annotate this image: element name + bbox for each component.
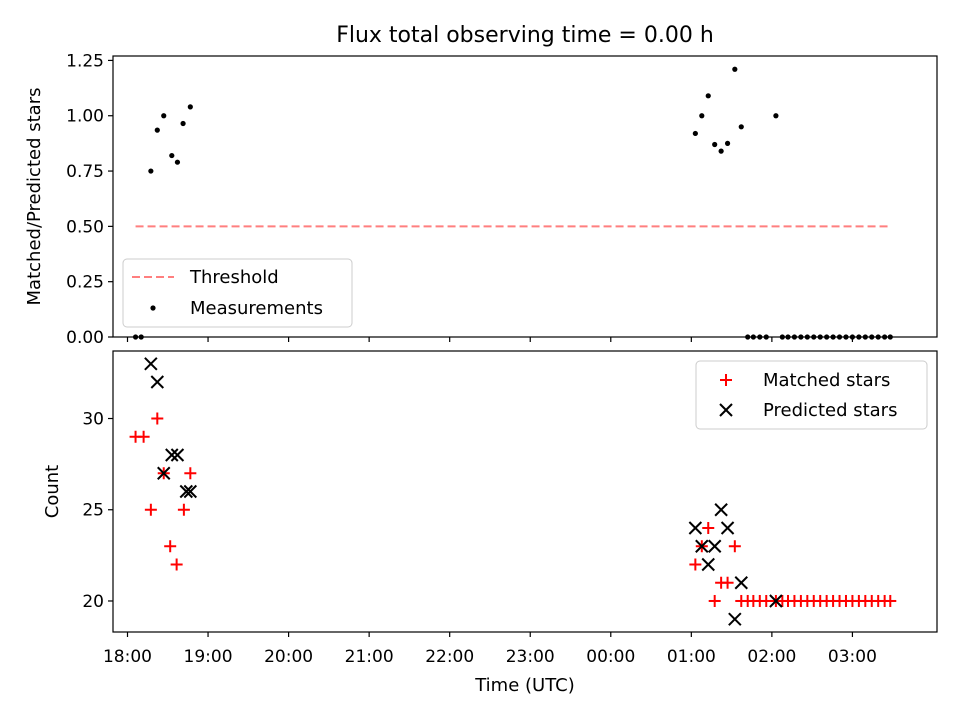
bottom-axes-frame	[112, 350, 938, 633]
bottom-x-axis-label: Time (UTC)	[474, 675, 575, 696]
measurement-point	[692, 130, 698, 137]
bottom-y-ticks: 20 25 30	[82, 410, 113, 612]
measurement-point	[724, 140, 731, 146]
legend-predicted-label: Predicted stars	[763, 400, 897, 421]
figure-title: Flux total observing time = 0.00 h	[336, 23, 714, 48]
legend-measurements-label: Measurements	[190, 298, 323, 319]
legend-matched-label: Matched stars	[763, 370, 890, 391]
measurement-point	[718, 148, 724, 154]
bottom-xtick-label: 02:00	[747, 647, 796, 667]
matched-star-marker	[177, 503, 190, 516]
top-legend: Threshold Measurements	[122, 258, 353, 328]
measurement-point	[732, 66, 738, 72]
predicted-star-marker	[170, 448, 185, 462]
top-ytick-label: 0.25	[66, 273, 104, 293]
bottom-xtick-label: 01:00	[667, 647, 716, 667]
bottom-xtick-label: 03:00	[828, 647, 877, 667]
bottom-x-ticks: 18:00 19:00 20:00 21:00 22:00 23:00 00:00 01:00…	[103, 632, 877, 667]
bottom-xtick-label: 19:00	[184, 647, 233, 667]
predicted-star-marker	[701, 557, 715, 572]
predicted-star-marker	[728, 612, 742, 626]
top-y-ticks: 0.00 0.25 0.50 0.75 1.00 1.25	[66, 51, 113, 348]
top-panel: 0.00 0.25 0.50 0.75 1.00 1.25 Matched/Predict…	[24, 51, 938, 348]
predicted-star-marker	[734, 576, 748, 590]
predicted-star-marker	[150, 375, 165, 389]
top-ytick-label: 0.50	[66, 217, 104, 237]
measurement-point	[174, 159, 181, 165]
legend-threshold-label: Threshold	[189, 267, 279, 288]
measurement-point	[699, 113, 705, 119]
top-ytick-label: 0.75	[66, 162, 104, 182]
predicted-star-marker	[720, 521, 735, 535]
matched-star-marker	[884, 594, 897, 607]
top-x-ticks	[126, 337, 854, 342]
bottom-ytick-label: 25	[82, 501, 104, 521]
measurement-point	[738, 124, 744, 130]
bottom-legend-box	[695, 360, 928, 430]
predicted-star-marker	[769, 594, 783, 608]
top-ytick-label: 1.00	[66, 107, 104, 127]
legend-predicted-swatch	[719, 403, 733, 417]
matched-star-marker	[164, 540, 177, 553]
measurement-point	[180, 120, 186, 127]
top-y-axis-label: Matched/Predicted stars	[24, 88, 45, 306]
top-ytick-label: 1.25	[66, 51, 104, 71]
measurement-point	[169, 152, 175, 159]
measurement-point	[705, 93, 711, 99]
bottom-panel: 20 25 30 18:00 19:00 20:00 21:00 22:00 23:00 00:…	[42, 350, 938, 696]
matched-star-marker	[728, 540, 741, 553]
bottom-xtick-label: 20:00	[264, 647, 313, 667]
matched-star-marker	[144, 503, 157, 516]
top-legend-box	[122, 258, 353, 328]
bottom-xtick-label: 21:00	[345, 647, 394, 667]
legend-measurements-swatch	[150, 305, 156, 311]
bottom-ytick-label: 30	[82, 410, 104, 430]
predicted-star-marker	[157, 466, 171, 480]
bottom-xtick-label: 18:00	[103, 647, 152, 667]
bottom-y-axis-label: Count	[42, 465, 63, 518]
predicted-star-marker	[144, 357, 158, 371]
matched-star-marker	[137, 430, 150, 443]
measurement-point	[148, 168, 154, 174]
matched-star-marker	[170, 558, 183, 571]
predicted-star-marker	[714, 503, 728, 517]
legend-matched-swatch	[720, 374, 732, 386]
predicted-star-marker	[707, 539, 722, 553]
measurement-point	[773, 113, 779, 119]
measurement-point	[161, 113, 167, 119]
matched-star-marker	[708, 594, 721, 607]
bottom-xtick-label: 00:00	[586, 647, 635, 667]
predicted-star-marker	[179, 484, 194, 499]
bottom-ytick-label: 20	[82, 592, 104, 612]
bottom-legend: Matched stars Predicted stars	[695, 360, 928, 430]
top-axes-frame	[112, 55, 938, 338]
predicted-star-marker	[695, 539, 709, 553]
matched-star-marker	[184, 467, 197, 480]
top-ytick-label: 0.00	[66, 328, 104, 348]
predicted-star-marker	[165, 448, 179, 462]
bottom-plot-area	[129, 357, 897, 626]
matched-star-marker	[721, 576, 734, 589]
measurement-point	[187, 104, 193, 110]
matched-star-marker	[151, 412, 164, 425]
bottom-xtick-label: 22:00	[425, 647, 474, 667]
measurement-point	[154, 127, 160, 133]
measurement-point	[712, 141, 718, 148]
matched-star-marker	[689, 558, 702, 571]
predicted-star-marker	[688, 521, 703, 535]
bottom-xtick-label: 23:00	[506, 647, 555, 667]
predicted-star-marker	[183, 484, 198, 499]
matched-star-marker	[702, 521, 715, 534]
